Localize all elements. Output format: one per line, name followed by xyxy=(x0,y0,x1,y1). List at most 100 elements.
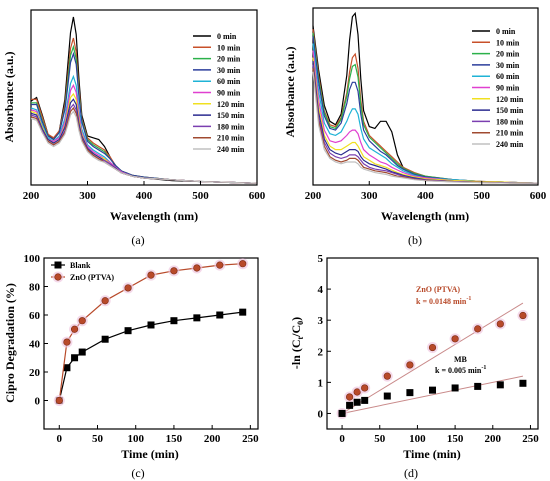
panel-b-legend-label: 120 min xyxy=(496,95,524,104)
panel-a-legend-label: 150 min xyxy=(217,111,245,120)
panel-c-y-tick-label: 60 xyxy=(29,310,41,322)
panel-b-legend-label: 90 min xyxy=(496,84,520,93)
panel-c-data-point xyxy=(55,396,63,405)
panel-d-x-axis-label: Time (min) xyxy=(403,447,460,461)
panel-d-data-point xyxy=(451,335,459,343)
panel-d-data-point xyxy=(406,361,414,369)
panel-b-x-tick-label: 200 xyxy=(305,190,322,202)
panel-a-y-axis-label: Absorbance (a.u.) xyxy=(2,51,16,142)
panel-c-data-point xyxy=(101,297,109,305)
panel-d-data-point xyxy=(429,386,436,394)
panel-d-y-tick-label: 1 xyxy=(318,377,324,389)
panel-b-curve-120-min xyxy=(312,57,539,184)
panel-c-data-point xyxy=(239,308,247,316)
panel-a-spectra-chart: 200 300 400 500 600 0 min 10 min 20 min 30 min 6… xyxy=(2,9,266,247)
panel-c-x-tick-label: 50 xyxy=(92,433,104,445)
panel-c-data-point xyxy=(124,284,132,292)
panel-d-annotation-text: MB xyxy=(454,355,468,364)
panel-c-data-point xyxy=(216,261,224,269)
panel-a-curve-30-min xyxy=(31,51,258,184)
panel-b-legend-label: 10 min xyxy=(496,38,520,47)
panel-d-data-point xyxy=(406,389,414,397)
panel-d-x-tick-label: 50 xyxy=(374,433,386,445)
panel-c-data-point xyxy=(70,325,79,333)
panel-b-legend-label: 240 min xyxy=(496,140,524,149)
panel-a-label: (a) xyxy=(131,233,144,247)
panel-d-annotation: k = 0.005 min-1 xyxy=(435,365,486,375)
panel-d-data-point xyxy=(428,343,437,352)
panel-c-y-tick-label: 0 xyxy=(35,396,41,408)
panel-c-legend: Blank ZnO (PTVA) xyxy=(51,261,114,283)
panel-d-y-tick-label: 0 xyxy=(318,408,324,420)
panel-d-y-axis-label: -ln (Ct/C0) xyxy=(289,317,305,369)
panel-a-legend-label: 10 min xyxy=(217,43,241,52)
panel-a-curves xyxy=(30,16,258,184)
panel-b-legend-label: 0 min xyxy=(496,27,516,36)
panel-d-y-tick-label: 5 xyxy=(318,253,324,265)
panel-d-data-point xyxy=(496,381,504,389)
panel-b-curve-240-min xyxy=(312,71,539,184)
panel-d-annotation: ZnO (PTVA) xyxy=(416,285,460,294)
panel-c-y-tick-label: 80 xyxy=(29,282,41,294)
panel-d-data-point xyxy=(361,396,369,404)
panel-d-x-tick-label: 100 xyxy=(409,433,426,445)
panel-b-legend-label: 20 min xyxy=(496,50,520,59)
panel-a-legend-label: 30 min xyxy=(217,66,241,75)
panel-c-data-point xyxy=(78,348,86,356)
panel-c-data-point xyxy=(101,335,109,343)
panel-b-x-tick-label: 500 xyxy=(474,190,491,202)
panel-c-legend-marker xyxy=(54,273,62,281)
panel-c-x-tick-label: 100 xyxy=(127,433,144,445)
panel-b-x-axis-label: Wavelength (nm) xyxy=(381,209,469,223)
panel-d-x-tick-label: 200 xyxy=(485,433,502,445)
panel-d-kinetics-chart: 0 50 100 150 200 250 0 1 2 3 4 5 ZnO (PTVA) k = 0.01… xyxy=(289,253,539,480)
panel-c-y-tick-label: 40 xyxy=(29,339,41,351)
panel-a-curve-240-min xyxy=(30,110,258,184)
panel-c-series xyxy=(53,258,249,406)
panel-a-x-tick-label: 500 xyxy=(192,190,209,202)
panel-d-data-point xyxy=(474,325,482,333)
panel-a-legend-label: 210 min xyxy=(217,134,245,143)
panel-b-spectra-chart: 200 300 400 500 600 0 min 10 min 20 min 30 min 6… xyxy=(283,7,547,247)
panel-d-x-tick-label: 0 xyxy=(339,433,345,445)
panel-c-x-tick-label: 150 xyxy=(166,433,183,445)
panel-b-curve-20-min xyxy=(312,32,539,184)
panel-d-data-point xyxy=(383,372,391,380)
panel-c-x-tick-label: 200 xyxy=(204,433,221,445)
panel-b-x-tick-label: 600 xyxy=(530,190,547,202)
panel-d-plot-frame xyxy=(326,257,539,430)
panel-b-legend-label: 180 min xyxy=(496,117,524,126)
panel-b-x-tick-label: 400 xyxy=(417,190,434,202)
panel-c-data-point xyxy=(170,317,178,325)
panel-d-data-point xyxy=(383,392,391,400)
panel-d-data-point xyxy=(496,320,504,328)
panel-b-legend-label: 60 min xyxy=(496,72,520,81)
panel-a-legend-label: 60 min xyxy=(217,77,241,86)
panel-b-legend-label: 210 min xyxy=(496,129,524,138)
panel-d-y-tick-label: 4 xyxy=(318,284,324,296)
panel-d-data-point xyxy=(474,382,482,390)
panel-c-legend-label: Blank xyxy=(70,261,91,270)
panel-d-annotation-text: k = 0.0148 min xyxy=(416,297,467,306)
panel-a-x-tick-label: 600 xyxy=(249,190,266,202)
panel-b-legend: 0 min 10 min 20 min 30 min 60 min 90 min 120 m… xyxy=(472,27,524,149)
panel-c-line-ZnO-PTVA- xyxy=(58,263,243,401)
panel-a-legend-label: 20 min xyxy=(217,55,241,64)
panel-d-annotation: MB xyxy=(454,355,468,364)
panel-d-ticks: 0 50 100 150 200 250 0 1 2 3 4 5 xyxy=(318,253,540,445)
panel-a-x-tick-label: 300 xyxy=(79,190,96,202)
panel-c-data-point xyxy=(147,321,155,329)
panel-b-x-tick-label: 300 xyxy=(361,190,378,202)
panel-a-legend-label: 90 min xyxy=(217,89,241,98)
panel-c-data-point xyxy=(63,364,71,372)
panel-d-data-point xyxy=(451,384,459,392)
panel-c-degradation-chart: 0 50 100 150 200 250 0 20 40 60 80 100 Blank ZnO (PT… xyxy=(3,253,259,480)
panel-a-x-ticks: 200 300 400 500 600 xyxy=(23,181,266,202)
panel-c-x-tick-label: 0 xyxy=(57,433,63,445)
panel-d-y-label-main: -ln (C xyxy=(289,340,303,370)
panel-a-legend-label: 240 min xyxy=(217,145,245,154)
panel-b-curve-90-min xyxy=(312,50,539,184)
panel-d-fit-line xyxy=(341,302,524,414)
